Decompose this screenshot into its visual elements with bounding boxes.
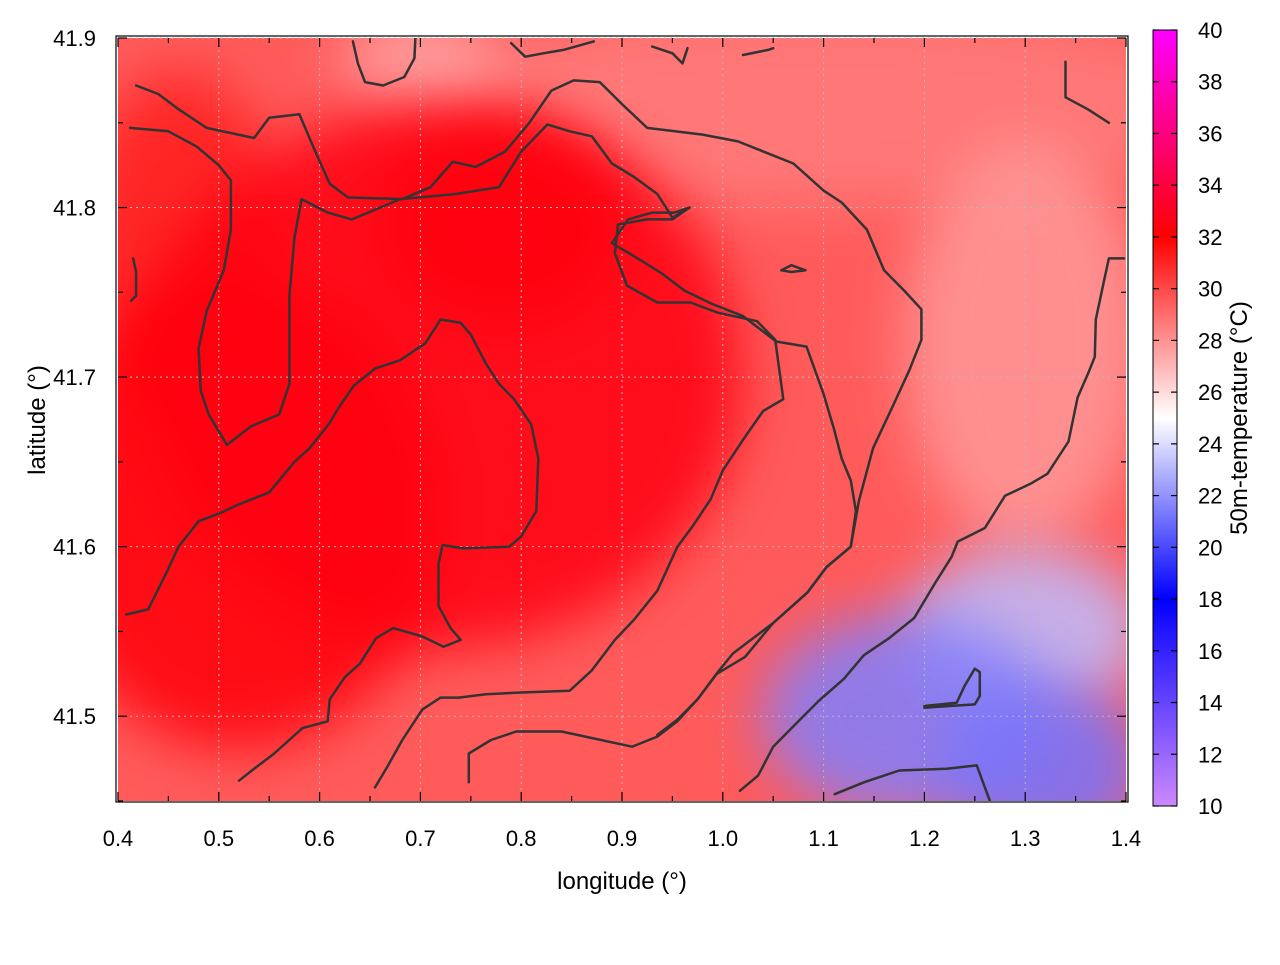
x-tick-label: 0.8 (506, 826, 537, 851)
contour-lines (124, 38, 1126, 801)
x-tick-label: 0.5 (204, 826, 235, 851)
x-tick-label: 1.3 (1010, 826, 1041, 851)
colorbar-tick-label: 10 (1198, 794, 1222, 819)
colorbar-tick-label: 26 (1198, 380, 1222, 405)
contour-line (509, 40, 596, 58)
colorbar-tick-label: 40 (1198, 18, 1222, 43)
contour-line (741, 46, 775, 57)
colorbar-tick-label: 28 (1198, 328, 1222, 353)
x-tick-label: 1.4 (1111, 826, 1142, 851)
temperature-region (944, 682, 1126, 801)
contour-line (923, 667, 982, 709)
colorbar-tick-label: 18 (1198, 587, 1222, 612)
x-axis-ticks: 0.4 0.5 0.6 0.7 0.8 0.9 1.0 1.1 1.2 1.3 1.4 (103, 38, 1142, 851)
x-tick-label: 1.1 (808, 826, 839, 851)
colorbar-tick-label: 34 (1198, 173, 1222, 198)
x-tick-label: 0.6 (304, 826, 335, 851)
temperature-region (339, 38, 501, 115)
x-tick-label: 0.7 (405, 826, 436, 851)
colorbar-label: 50m-temperature (°C) (1226, 301, 1253, 535)
x-tick-label: 1.2 (909, 826, 940, 851)
y-tick-label: 41.6 (53, 535, 96, 560)
contour-line (780, 263, 807, 274)
x-axis-label: longitude (°) (557, 868, 687, 895)
colorbar-tick-label: 20 (1198, 535, 1222, 560)
colorbar-tick-label: 32 (1198, 225, 1222, 250)
y-tick-label: 41.5 (53, 704, 96, 729)
colorbar-tick-label: 14 (1198, 691, 1222, 716)
colorbar-tick-label: 38 (1198, 70, 1222, 95)
colorbar-tick-label: 24 (1198, 432, 1222, 457)
colorbar-tick-label: 12 (1198, 742, 1222, 767)
temperature-region (904, 139, 1126, 547)
y-axis-ticks: 41.5 41.6 41.7 41.8 41.9 (53, 26, 1126, 802)
colorbar-tick-label: 30 (1198, 277, 1222, 302)
contour-line (124, 318, 540, 782)
contour-line (128, 123, 858, 737)
y-axis-label: latitude (°) (24, 365, 51, 475)
x-tick-label: 0.9 (607, 826, 638, 851)
x-tick-label: 0.4 (103, 826, 134, 851)
colorbar-tick-label: 36 (1198, 121, 1222, 146)
x-tick-label: 1.0 (708, 826, 739, 851)
contour-line (351, 38, 417, 87)
y-tick-label: 41.8 (53, 196, 96, 221)
contour-line (129, 257, 138, 303)
contour-line (1064, 60, 1111, 125)
plot-frame (115, 35, 1129, 803)
temperature-region (138, 105, 743, 649)
colorbar-tick-label: 22 (1198, 484, 1222, 509)
contour-line (650, 45, 689, 65)
colorbar-ticks: 10 12 14 16 18 20 22 24 26 28 30 32 34 36 38 40 (1153, 18, 1222, 819)
colorbar-tick-label: 16 (1198, 639, 1222, 664)
contour-line (738, 257, 1126, 793)
contour-line (833, 764, 992, 801)
contour-line (373, 206, 785, 789)
y-tick-label: 41.9 (53, 26, 96, 51)
grid-lines (118, 37, 1126, 801)
colorbar: 10 12 14 16 18 20 22 24 26 28 30 32 34 36 38 40 50m-tem… (1152, 18, 1253, 819)
colorbar-gradient (1152, 29, 1178, 807)
y-tick-label: 41.7 (53, 365, 96, 390)
